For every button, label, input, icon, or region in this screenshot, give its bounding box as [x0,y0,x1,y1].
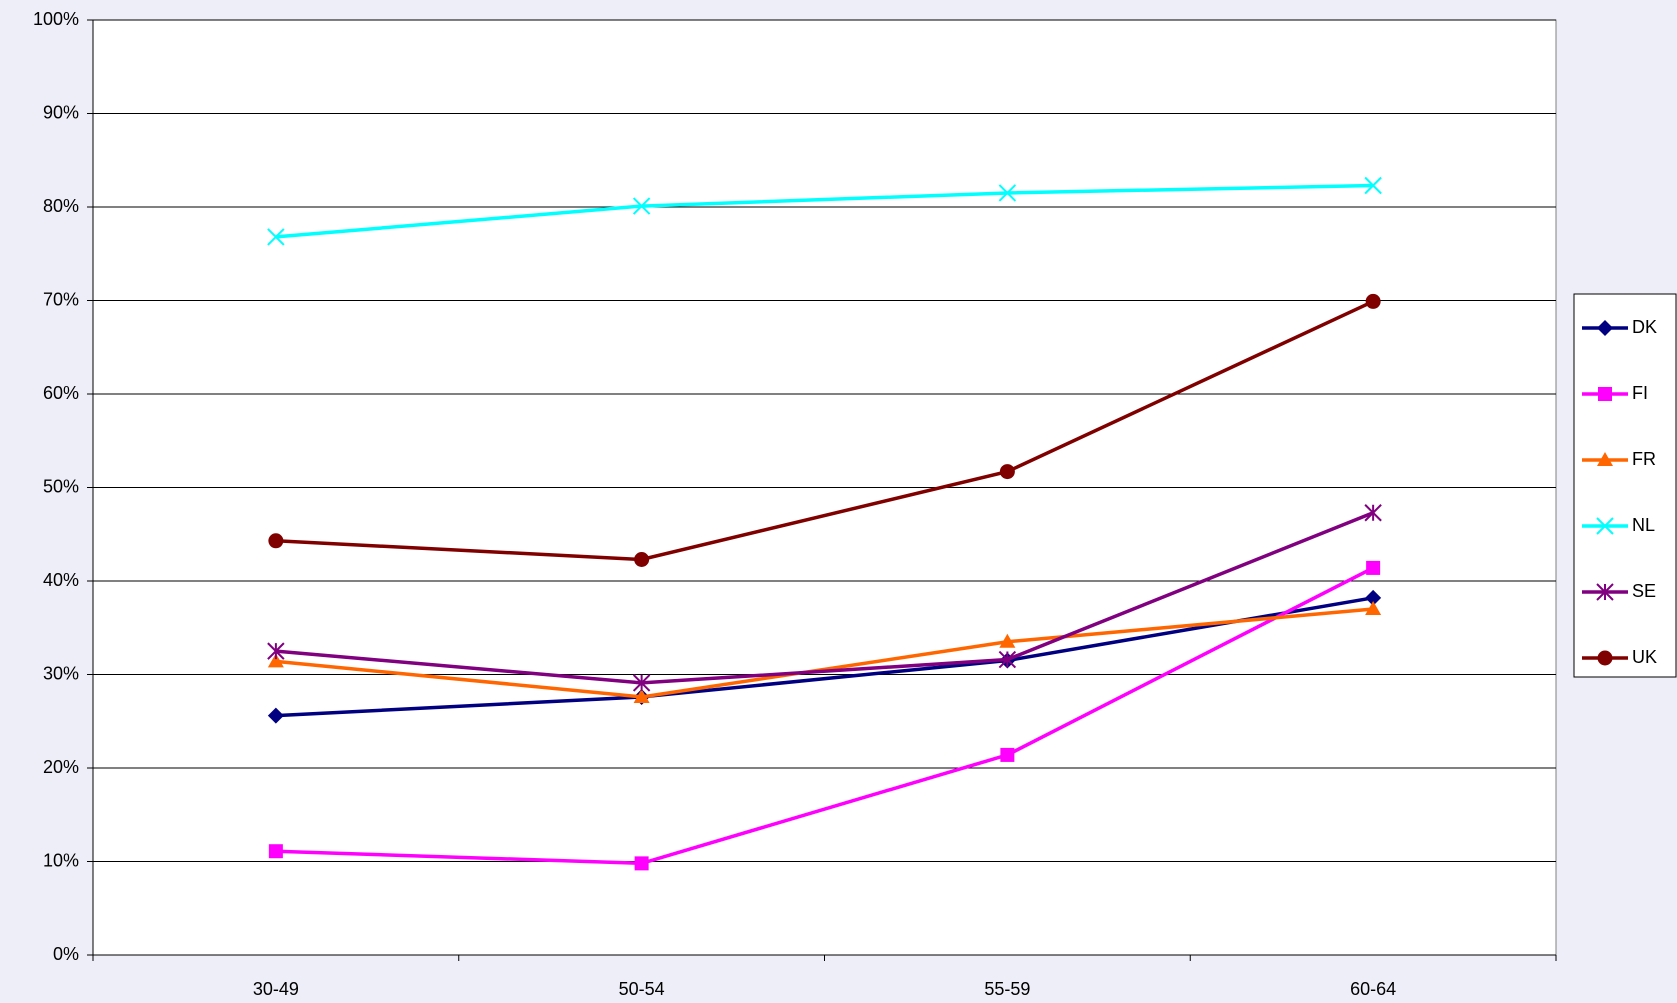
marker [999,464,1015,480]
marker [268,844,283,859]
marker [634,856,649,871]
marker [268,533,284,549]
marker [999,633,1016,648]
marker [633,688,650,703]
y-tick-label: 10% [43,850,79,870]
legend-box [1573,293,1677,678]
x-tick-label: 55-59 [984,979,1030,999]
marker [1596,583,1614,601]
series-line [275,566,1374,866]
marker [634,551,650,567]
series-line [275,596,1374,718]
marker [1366,560,1381,575]
marker [1364,176,1382,195]
x-tick-label: 60-64 [1350,979,1396,999]
y-tick-label: 100% [33,9,79,29]
series-line [275,183,1374,239]
legend-label: FR [1632,449,1656,469]
marker [998,650,1017,669]
marker [998,184,1017,202]
marker [632,197,651,215]
marker [1365,589,1382,606]
marker [1596,517,1614,535]
marker [267,642,285,660]
legend-label: SE [1632,581,1656,601]
y-tick-label: 30% [43,663,79,683]
series-line [275,607,1374,699]
marker [1364,504,1382,522]
marker [1597,452,1613,466]
y-tick-label: 50% [43,476,79,496]
y-tick-label: 90% [43,102,79,122]
marker [1597,320,1613,336]
y-tick-label: 60% [43,383,79,403]
marker [632,674,651,692]
marker [1598,387,1612,401]
x-tick-label: 30-49 [253,979,299,999]
marker [1000,747,1015,762]
marker [267,653,284,668]
x-tick-label: 50-54 [619,979,665,999]
marker [1365,601,1382,616]
series-line [275,299,1374,562]
marker [267,228,285,246]
legend-label: NL [1632,515,1655,535]
y-tick-label: 40% [43,570,79,590]
legend-label: FI [1632,383,1648,403]
y-tick-label: 70% [43,289,79,309]
y-tick-label: 80% [43,196,79,216]
marker [267,707,284,724]
y-tick-label: 0% [53,944,79,964]
series-line [275,511,1374,685]
legend-label: UK [1632,647,1657,667]
y-tick-label: 20% [43,757,79,777]
marker [1597,650,1613,666]
legend-label: DK [1632,317,1657,337]
marker [1365,293,1381,309]
